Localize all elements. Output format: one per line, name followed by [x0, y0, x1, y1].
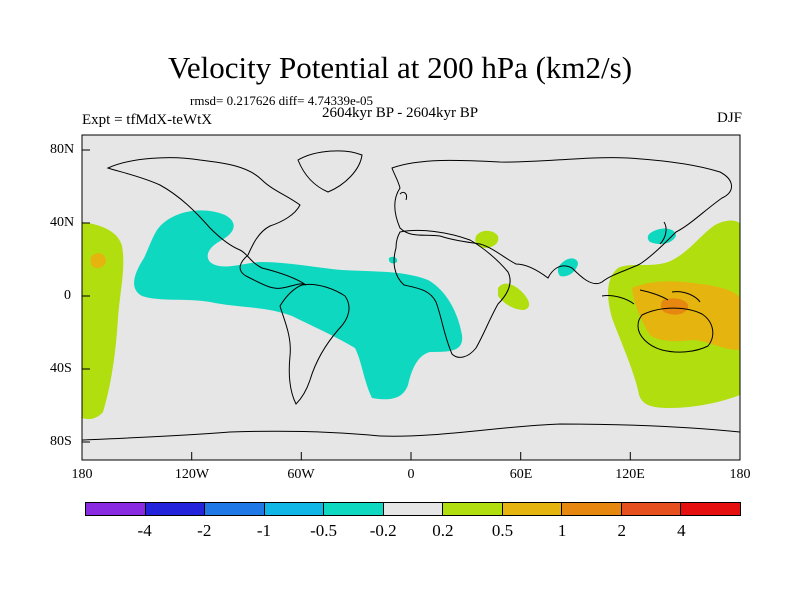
- mediterranean-positive-region: [475, 230, 499, 248]
- colorbar-label-8: 2: [617, 521, 626, 540]
- colorbar-box-8: [562, 503, 622, 515]
- pacific-atlantic-negative-region: [134, 210, 463, 400]
- lon-label-60w: 60W: [287, 467, 315, 482]
- west-pacific-positive-region: [82, 222, 124, 420]
- antarctica-coast: [81, 423, 741, 441]
- lat-label-0: 0: [64, 288, 71, 303]
- coastlines: [81, 150, 741, 441]
- colorbar-label-3: -0.5: [310, 521, 337, 540]
- colorbar-box-5: [383, 503, 444, 515]
- lon-label-60e: 60E: [509, 467, 533, 482]
- time-period: 2604kyr BP - 2604kyr BP: [322, 105, 479, 121]
- negative-anomaly-regions: [134, 210, 676, 400]
- experiment-label: Expt = tfMdX-teWtX: [82, 112, 213, 128]
- greenland-coast: [297, 150, 363, 193]
- colorbar-label-2: -1: [256, 521, 271, 540]
- new-guinea-core-region: [660, 298, 689, 315]
- lat-label-80n: 80N: [50, 142, 75, 157]
- lon-label-180w: 180: [71, 467, 93, 482]
- map-title: Velocity Potential at 200 hPa (km2/s): [167, 50, 633, 85]
- japan-coast: [659, 221, 667, 245]
- south-america-coast: [279, 283, 350, 405]
- lon-label-180e: 180: [729, 467, 751, 482]
- season-label: DJF: [716, 110, 742, 126]
- australia-coast: [637, 307, 714, 353]
- lon-label-120e: 120E: [615, 467, 645, 482]
- axis-ticks: [82, 149, 631, 460]
- colorbar: [85, 502, 741, 516]
- atlantic-small-negative-region: [388, 256, 398, 264]
- colorbar-box-7: [502, 503, 563, 515]
- north-america-coast: [106, 157, 307, 289]
- rmsd-diff-stats: rmsd= 0.217626 diff= 4.74339e-05: [190, 93, 374, 108]
- indonesia-coast: [601, 289, 701, 305]
- colorbar-label-9: 4: [677, 521, 686, 540]
- eurasia-coast: [391, 157, 732, 284]
- colorbar-label-1: -2: [197, 521, 212, 540]
- colorbar-box-2: [205, 503, 265, 515]
- japan-negative-region: [647, 228, 676, 244]
- indian-ocean-positive-region: [498, 283, 530, 310]
- colorbar-label-4: -0.2: [369, 521, 397, 540]
- colorbar-box-3: [264, 503, 325, 515]
- colorbar-box-6: [443, 503, 503, 515]
- colorbar-label-0: -4: [137, 521, 152, 540]
- lat-label-80s: 80S: [50, 434, 72, 449]
- lat-label-40s: 40S: [50, 361, 72, 376]
- lon-label-0: 0: [407, 467, 415, 482]
- arabian-sea-negative-region: [557, 258, 578, 277]
- lat-label-40n: 40N: [50, 215, 75, 230]
- colorbar-box-4: [324, 503, 384, 515]
- uk-coast: [399, 191, 407, 201]
- colorbar-label-7: 1: [557, 521, 567, 540]
- lon-label-120w: 120W: [174, 467, 210, 482]
- africa-coast: [393, 229, 511, 358]
- colorbar-box-1: [145, 503, 206, 515]
- colorbar-label-6: 0.5: [491, 521, 514, 540]
- colorbar-label-5: 0.2: [432, 521, 454, 540]
- colorbar-box-9: [621, 503, 682, 515]
- pacific-small-strong-region: [90, 253, 106, 269]
- colorbar-box-10: [681, 503, 741, 515]
- colorbar-box-0: [86, 503, 146, 515]
